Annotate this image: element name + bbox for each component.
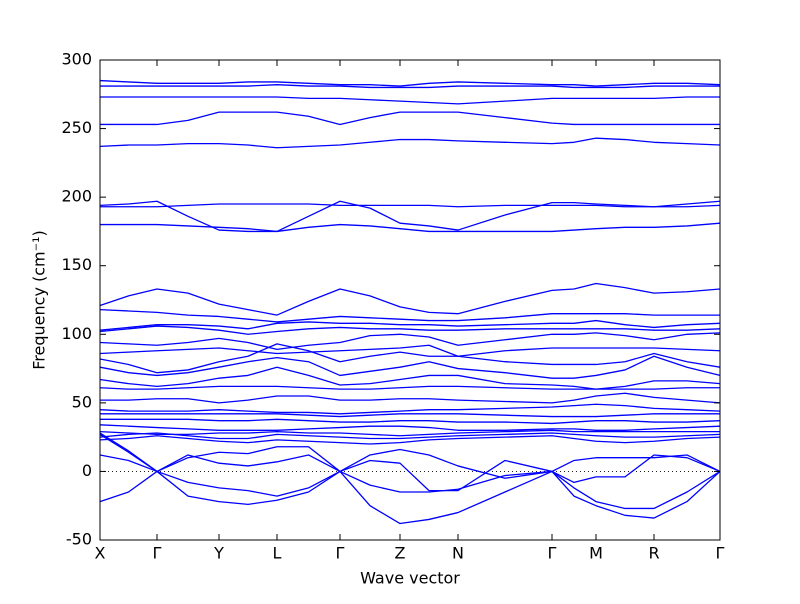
y-tick-label: 50 xyxy=(72,392,92,411)
x-tick-label: N xyxy=(452,544,464,563)
x-tick-label: R xyxy=(648,544,659,563)
y-tick-label: 0 xyxy=(82,461,92,480)
band-line xyxy=(99,454,721,525)
band-line xyxy=(99,432,721,492)
band-line xyxy=(100,413,720,418)
x-tick-label: Γ xyxy=(548,544,557,563)
band-line xyxy=(99,344,721,357)
band-line xyxy=(99,432,721,440)
x-tick-label: X xyxy=(95,544,106,563)
band-line xyxy=(99,332,721,351)
band-line xyxy=(99,403,721,415)
y-tick-label: 100 xyxy=(61,324,92,343)
band-line xyxy=(99,308,720,323)
axes-frame xyxy=(99,59,721,541)
y-axis-label: Frequency (cm⁻¹) xyxy=(30,230,49,369)
band-line xyxy=(100,84,720,89)
band-line xyxy=(100,222,721,233)
x-axis-label: Wave vector xyxy=(360,569,460,588)
y-tick-label: 300 xyxy=(61,50,92,69)
band-line xyxy=(99,470,721,510)
band-line xyxy=(99,282,721,316)
band-line xyxy=(99,433,721,479)
band-line xyxy=(99,385,720,390)
band-line xyxy=(99,200,721,233)
x-tick-label: Z xyxy=(395,544,406,563)
y-tick-label: -50 xyxy=(66,530,92,549)
y-tick-label: 200 xyxy=(61,187,92,206)
band-line xyxy=(100,96,720,105)
y-tick-label: 250 xyxy=(61,118,92,137)
band-line xyxy=(100,203,721,208)
x-tick-label: L xyxy=(273,544,282,563)
x-tick-label: M xyxy=(589,544,603,563)
x-tick-label: Γ xyxy=(716,544,725,563)
plot-area xyxy=(99,79,721,525)
y-tick-label: 150 xyxy=(61,255,92,274)
band-line xyxy=(99,343,721,374)
band-line xyxy=(99,319,721,331)
band-line xyxy=(99,429,720,437)
band-line xyxy=(99,366,721,390)
band-line xyxy=(99,435,721,445)
x-tick-label: Γ xyxy=(153,544,162,563)
band-line xyxy=(100,111,720,126)
x-tick-label: Γ xyxy=(336,544,345,563)
band-line xyxy=(100,418,721,425)
x-tick-label: Y xyxy=(213,544,224,563)
band-line xyxy=(99,424,721,431)
band-line xyxy=(99,355,721,379)
band-line xyxy=(99,137,721,149)
band-line xyxy=(100,392,721,404)
band-line xyxy=(99,79,721,87)
band-line xyxy=(99,325,721,335)
